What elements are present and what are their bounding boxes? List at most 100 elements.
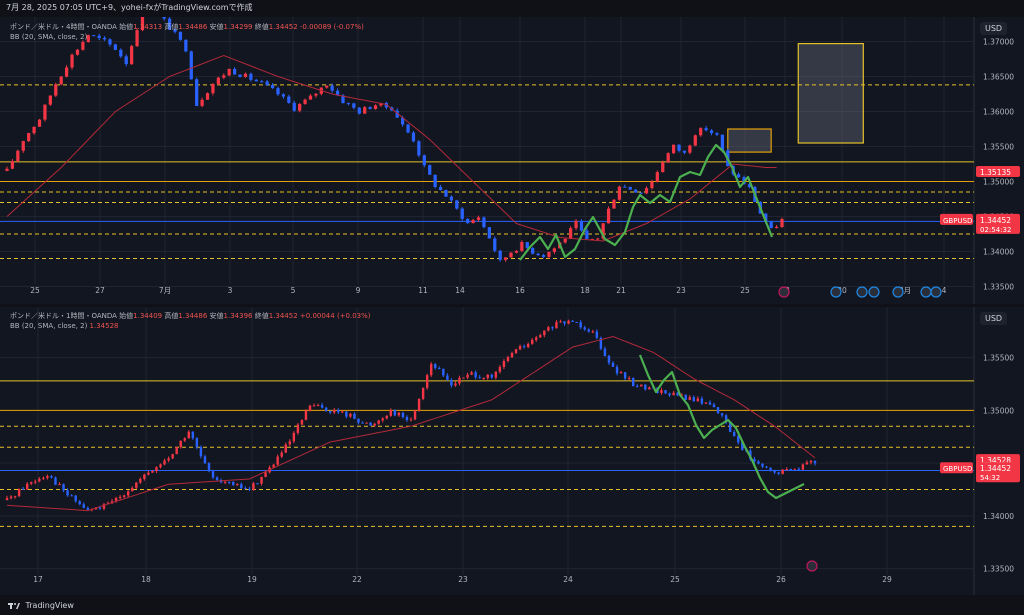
- candle-body: [130, 46, 134, 65]
- candle-body: [252, 483, 255, 490]
- candle-body: [236, 484, 239, 486]
- candle-body: [536, 253, 540, 256]
- candle-body: [13, 496, 17, 498]
- candle-body: [503, 257, 508, 260]
- candle-body: [606, 208, 611, 224]
- chart-header: 7月 28, 2025 07:05 UTC+9、yohei-fxがTrading…: [6, 3, 253, 12]
- candle-body: [781, 469, 784, 474]
- candle-body: [493, 238, 497, 251]
- candle-body: [385, 415, 388, 419]
- event-icon: [806, 560, 818, 572]
- candle-body: [514, 349, 518, 353]
- candle-body: [498, 366, 502, 372]
- candle-body: [541, 255, 546, 257]
- candle-body: [276, 88, 280, 95]
- candle-body: [59, 76, 63, 85]
- candle-body: [813, 460, 817, 464]
- candle-body: [535, 337, 538, 340]
- candle-body: [203, 456, 207, 464]
- price-tick-label: 1.36500: [983, 73, 1014, 82]
- time-tick-label: 8月: [899, 286, 911, 295]
- candle-body: [494, 371, 498, 378]
- currency-badge-4h[interactable]: USD: [980, 22, 1008, 35]
- candle-body: [728, 422, 732, 432]
- chart-panel-4h[interactable]: 1.370001.365001.360001.355001.350001.345…: [0, 17, 1024, 304]
- candle-body: [444, 190, 448, 197]
- candle-body: [531, 248, 535, 254]
- candle-body: [50, 476, 53, 478]
- candle-body: [631, 378, 635, 387]
- price-tick-label: 1.33500: [983, 565, 1014, 574]
- zone-box: [727, 128, 772, 153]
- candle-body: [167, 458, 170, 461]
- low-label: 安値: [209, 312, 224, 320]
- candle-body: [664, 390, 667, 394]
- candle-body: [574, 220, 578, 229]
- candle-body: [571, 320, 574, 322]
- candle-body: [699, 128, 703, 136]
- candle-body: [292, 432, 296, 442]
- candle-body: [482, 378, 485, 380]
- chart-panel-1h[interactable]: 1.355001.350001.345001.340001.3350017181…: [0, 307, 1024, 595]
- candle-body: [502, 361, 506, 367]
- candle-body: [774, 227, 779, 229]
- candle-body: [48, 95, 52, 105]
- currency-badge-1h[interactable]: USD: [980, 312, 1008, 325]
- time-tick-label: 26: [776, 575, 786, 584]
- panel-background: [0, 17, 1024, 304]
- candle-body: [724, 415, 728, 423]
- change-value: -0.00089 (-0.07%): [299, 23, 364, 31]
- candle-body: [526, 343, 530, 348]
- candle-body: [167, 18, 172, 30]
- footer: TradingView: [0, 597, 1024, 615]
- candle-body: [801, 464, 805, 470]
- bb-label: BB (20, SMA, close, 2): [10, 322, 88, 330]
- candle-body: [599, 337, 603, 349]
- candle-body: [353, 413, 356, 419]
- candle-body: [341, 411, 344, 413]
- candle-body: [243, 73, 248, 77]
- time-tick-label: 25: [670, 575, 680, 584]
- time-tick-label: 25: [740, 286, 750, 295]
- candle-body: [377, 420, 380, 424]
- candle-body: [199, 447, 203, 457]
- candle-body: [308, 405, 312, 411]
- candle-body: [183, 438, 186, 441]
- candle-body: [81, 42, 85, 50]
- candle-body: [563, 238, 567, 243]
- candle-body: [232, 481, 235, 486]
- candle-body: [337, 409, 340, 413]
- candle-body: [603, 348, 607, 356]
- candle-body: [458, 377, 461, 384]
- candle-body: [518, 346, 522, 350]
- candle-body: [478, 377, 481, 379]
- time-tick-label: 11: [418, 286, 428, 295]
- candle-body: [211, 83, 215, 94]
- candle-body: [155, 467, 158, 472]
- candle-body: [438, 368, 441, 370]
- candle-body: [401, 117, 405, 125]
- tradingview-logo-icon: [8, 602, 20, 609]
- candle-body: [119, 49, 123, 57]
- candle-body: [487, 227, 491, 239]
- candle-body: [304, 410, 308, 420]
- candle-body: [405, 417, 409, 421]
- candle-body: [732, 431, 736, 436]
- candle-body: [205, 93, 210, 100]
- candle-body: [162, 17, 166, 19]
- event-icon: [856, 286, 868, 298]
- candle-body: [611, 362, 615, 367]
- candle-body: [575, 321, 578, 323]
- candle-body: [265, 81, 269, 85]
- candle-body: [486, 374, 489, 379]
- candle-body: [395, 110, 399, 118]
- candle-body: [474, 372, 477, 378]
- candle-body: [232, 68, 237, 75]
- time-tick-label: 30: [837, 286, 847, 295]
- candle-body: [254, 79, 258, 82]
- candle-body: [281, 94, 286, 97]
- candle-body: [280, 452, 283, 457]
- candle-body: [450, 379, 453, 386]
- candle-body: [769, 467, 772, 471]
- candle-body: [264, 472, 267, 477]
